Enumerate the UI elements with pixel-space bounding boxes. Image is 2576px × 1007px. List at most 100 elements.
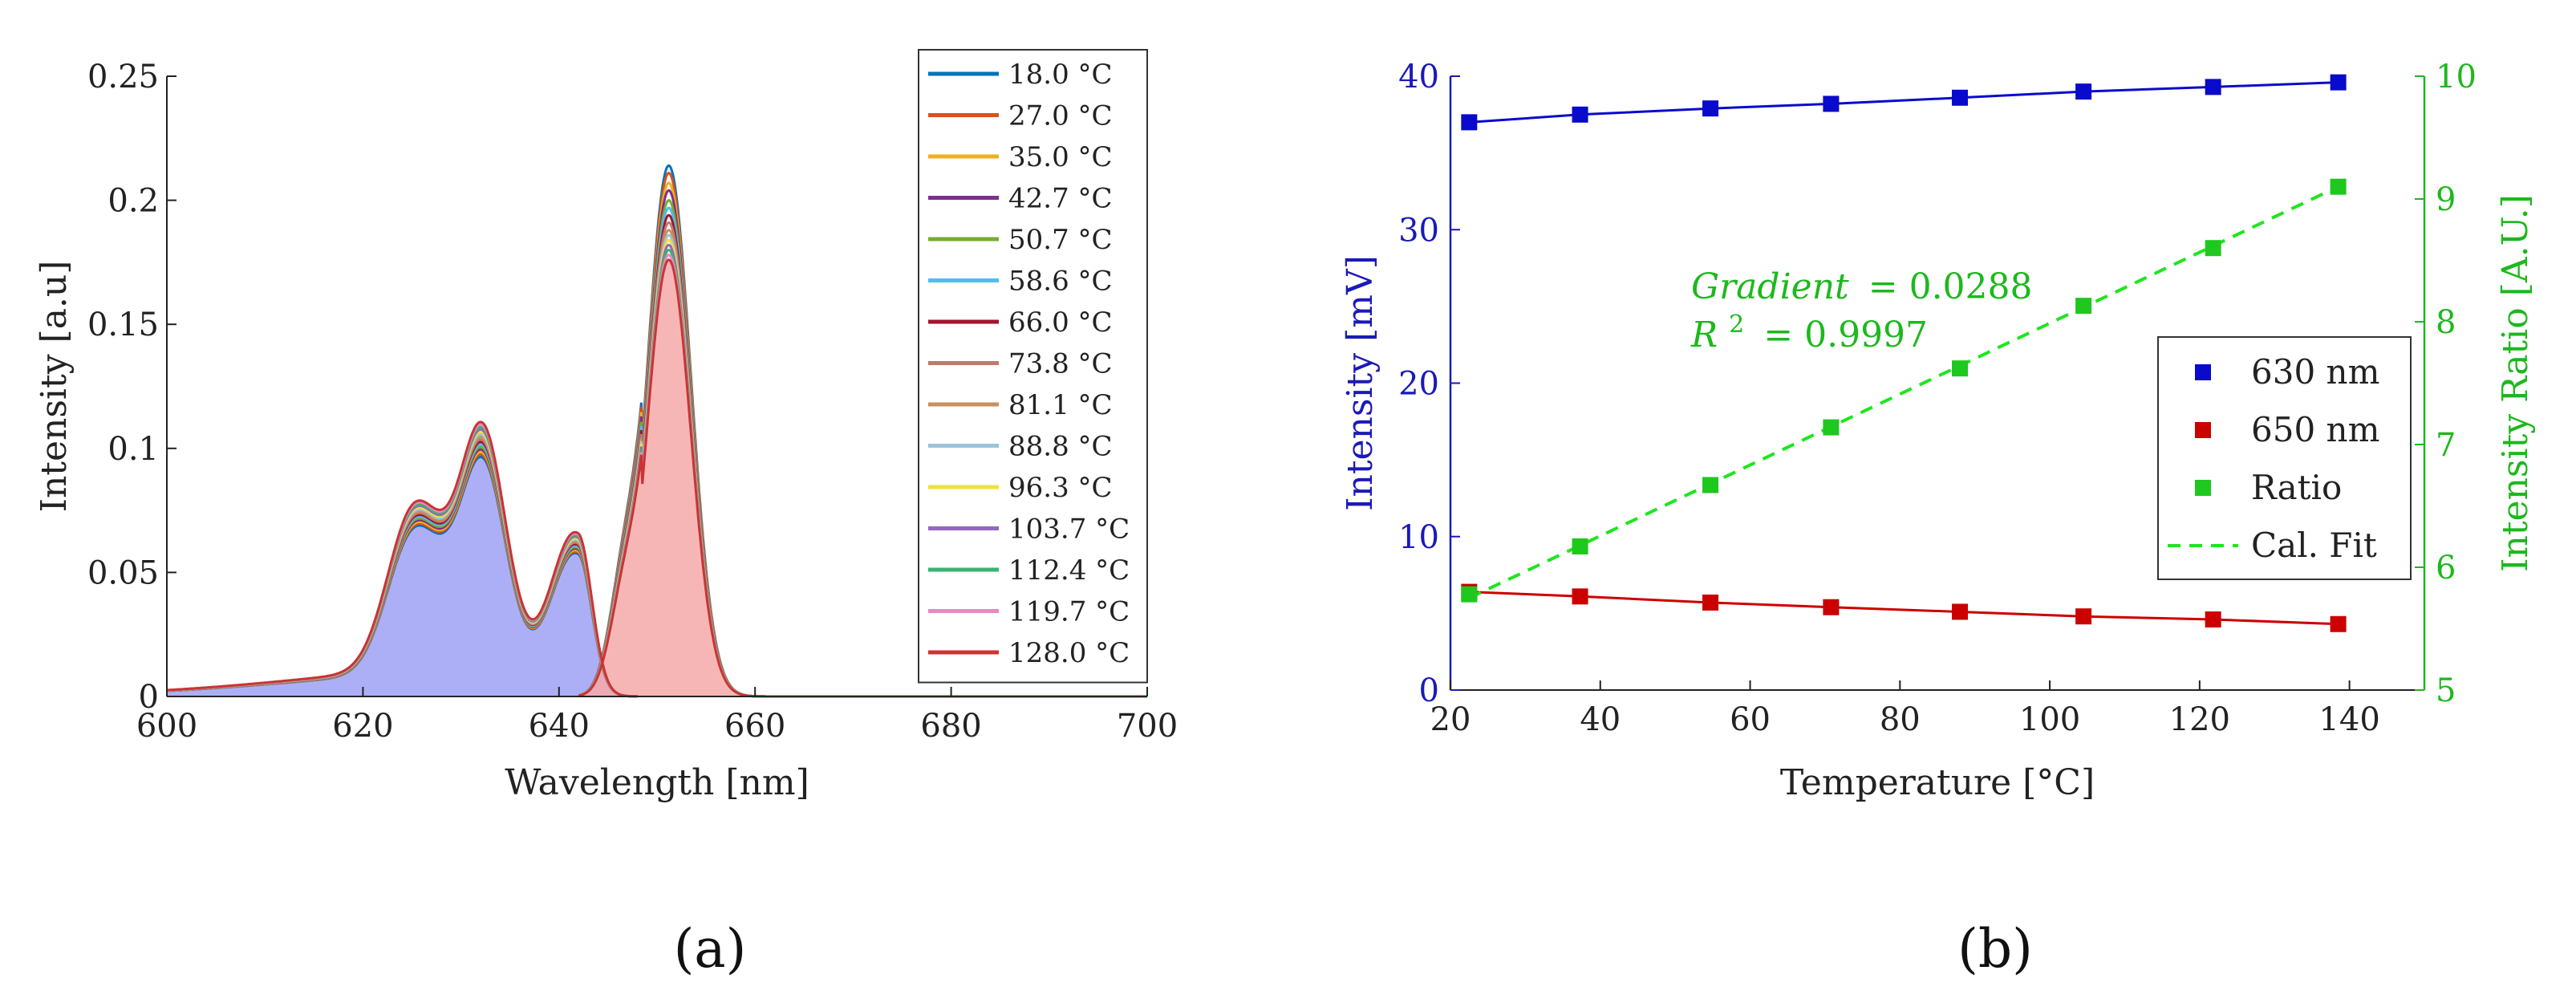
panel-b-markers <box>1461 74 2347 632</box>
panel-a-spectrum-chart: 600 620 640 660 680 700 0 0.05 0.1 0.15 0.2 0.25 Wa… <box>34 49 1178 803</box>
panel-a-legend-entry: 88.8 °C <box>1008 431 1113 463</box>
panel-a-axes <box>166 76 1147 697</box>
panel-b-x-tick-label: 60 <box>1730 701 1771 738</box>
panel-b-marker-1 <box>1702 594 1719 611</box>
panel-a-x-tick-label: 640 <box>529 708 590 745</box>
panel-a-legend-entry: 119.7 °C <box>1008 596 1130 628</box>
panel-b-marker-0 <box>1823 95 1840 112</box>
panel-a-legend-entry: 27.0 °C <box>1008 100 1113 132</box>
panel-b-right-y-tick-label: 6 <box>2436 550 2456 587</box>
panel-b-marker-2 <box>2330 178 2347 195</box>
panel-a-x-tick-label: 660 <box>724 708 785 745</box>
r-squared-superscript: 2 <box>1729 311 1744 339</box>
panel-b-x-tick-label: 100 <box>2019 701 2080 738</box>
panel-a-legend-entry: 35.0 °C <box>1008 141 1113 173</box>
panel-a-y-tick-label: 0 <box>139 679 159 716</box>
panel-label-b: (b) <box>1957 918 2033 980</box>
panel-b-left-y-tick-label: 0 <box>1419 672 1439 709</box>
r-squared-value: = 0.9997 <box>1763 315 1928 355</box>
panel-a-x-axis-label: Wavelength [nm] <box>505 762 809 803</box>
panel-a-y-tick-label: 0.1 <box>108 431 159 468</box>
panel-b-legend-entry: 630 nm <box>2251 352 2379 392</box>
panel-b-marker-2 <box>1823 419 1840 436</box>
gradient-annotation: Gradient = 0.0288 <box>1691 266 2033 307</box>
panel-a-x-tick-label: 680 <box>920 708 981 745</box>
panel-a-y-tick-label: 0.2 <box>108 183 159 220</box>
panel-b-x-tick-label: 40 <box>1580 701 1621 738</box>
panel-b-marker-1 <box>2075 608 2092 625</box>
panel-a-legend-entry: 112.4 °C <box>1008 554 1130 587</box>
panel-a-legend-entry: 66.0 °C <box>1008 307 1113 339</box>
panel-b-left-y-axis-label: Intensity [mV] <box>1340 255 1381 511</box>
panel-b-legend-entry: Cal. Fit <box>2251 526 2377 565</box>
panel-b-marker-0 <box>1572 106 1588 123</box>
panel-b-left-y-tick-label: 40 <box>1398 59 1439 95</box>
panel-b-marker-2 <box>2205 240 2221 257</box>
gradient-label: Gradient <box>1691 266 1849 307</box>
panel-b-left-y-tick-label: 10 <box>1398 519 1439 556</box>
panel-a-legend-entry: 50.7 °C <box>1008 224 1113 256</box>
panel-a-y-tick-label: 0.15 <box>87 307 159 343</box>
panel-b-marker-2 <box>1952 360 1969 377</box>
panel-b-right-y-tick-label: 8 <box>2436 304 2456 341</box>
band-630-fill <box>167 457 638 696</box>
calibration-fit-line <box>1468 185 2339 600</box>
panel-b-series-line-0 <box>1469 81 2339 124</box>
panel-b-marker-1 <box>2205 611 2221 628</box>
panel-b-legend-entry: 650 nm <box>2251 410 2379 449</box>
panel-b-marker-1 <box>2330 615 2347 632</box>
panel-b-x-tick-label: 140 <box>2318 701 2379 738</box>
panel-b-marker-0 <box>1952 89 1969 106</box>
panel-b-legend-swatch <box>2195 364 2211 380</box>
panel-a-legend-entry: 128.0 °C <box>1008 637 1130 669</box>
panel-a-x-tick-label: 700 <box>1117 708 1178 745</box>
panel-b-x-axis-label: Temperature [°C] <box>1780 762 2095 803</box>
panel-b-x-tick-label: 20 <box>1430 701 1471 738</box>
panel-b-legend-swatch <box>2195 480 2211 496</box>
panel-b-marker-0 <box>2205 79 2221 95</box>
panel-b-legend: 630 nm 650 nm Ratio Cal. Fit <box>2157 336 2412 580</box>
panel-a-legend-entry: 18.0 °C <box>1008 59 1113 91</box>
panel-b-fit-annotation: Gradient = 0.0288 R 2 = 0.9997 <box>1690 266 2033 355</box>
panel-a-x-tick-label: 600 <box>136 708 197 745</box>
panel-b-right-y-tick-label: 5 <box>2436 672 2456 709</box>
panel-b-marker-0 <box>2075 83 2092 100</box>
panel-a-y-tick-label: 0.05 <box>87 554 159 591</box>
panel-a-legend-entry: 81.1 °C <box>1008 389 1113 421</box>
panel-a-legend-entry: 73.8 °C <box>1008 348 1113 380</box>
panel-b-right-y-tick-label: 9 <box>2436 181 2456 218</box>
panel-a-x-tick-label: 620 <box>332 708 393 745</box>
panel-b-marker-2 <box>2075 298 2092 315</box>
panel-b-left-y-tick-label: 30 <box>1398 212 1439 249</box>
panel-b-x-tick-label: 80 <box>1880 701 1921 738</box>
r-squared-annotation: R 2 = 0.9997 <box>1690 300 1928 355</box>
panel-label-a: (a) <box>674 918 747 980</box>
panel-b-legend-swatch <box>2195 422 2211 438</box>
panel-b-right-y-tick-label: 10 <box>2436 59 2477 95</box>
panel-b-marker-1 <box>1823 599 1840 615</box>
panel-b-ticks: 20 40 60 80 100 120 140 0 10 20 30 40 5 6 7 8 9 10 <box>1398 59 2477 738</box>
panel-a-legend-entry: 42.7 °C <box>1008 183 1113 215</box>
panel-a-legend-entry: 96.3 °C <box>1008 472 1113 504</box>
panel-b-fit-lines <box>1468 81 2339 626</box>
panel-b-marker-2 <box>1572 538 1588 554</box>
panel-b-x-tick-label: 120 <box>2169 701 2230 738</box>
panel-b-marker-0 <box>1461 114 1478 131</box>
panel-b-calibration-chart: 20 40 60 80 100 120 140 0 10 20 30 40 5 6 7 8 9 10 Temper… <box>1340 59 2536 803</box>
panel-b-marker-0 <box>1702 100 1719 117</box>
panel-a-area-fills <box>167 259 756 696</box>
r-squared-label: R <box>1690 315 1718 355</box>
panel-b-series-line-1 <box>1469 591 2339 626</box>
panel-a-y-tick-label: 0.25 <box>87 59 159 95</box>
gradient-value: = 0.0288 <box>1868 266 2033 307</box>
panel-b-right-y-axis-label: Intensity Ratio [A.U.] <box>2495 194 2536 572</box>
panel-a-legend-entry: 58.6 °C <box>1008 266 1113 298</box>
panel-a-y-axis-label: Intensity [a.u] <box>34 261 75 513</box>
panel-b-marker-2 <box>1461 586 1478 603</box>
panel-b-legend-entry: Ratio <box>2251 468 2342 507</box>
panel-a-ticks: 600 620 640 660 680 700 0 0.05 0.1 0.15 0.2 0.25 <box>87 59 1178 745</box>
panel-b-marker-1 <box>1952 603 1969 620</box>
panel-b-left-y-tick-label: 20 <box>1398 366 1439 403</box>
panel-b-marker-1 <box>1572 588 1588 605</box>
